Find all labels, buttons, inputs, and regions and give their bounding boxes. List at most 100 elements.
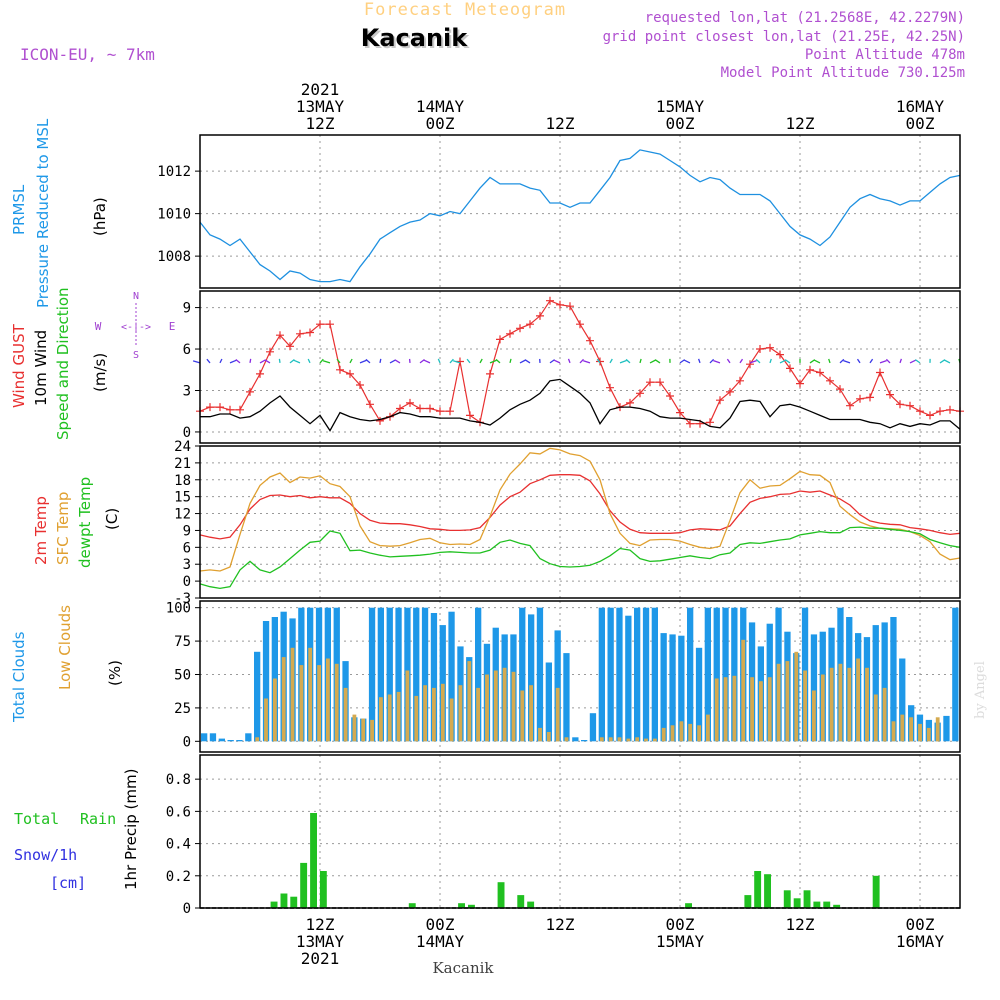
low-cloud-bar <box>361 718 366 742</box>
wind-direction-arrow <box>899 358 903 364</box>
low-cloud-bar <box>423 685 427 742</box>
percent-unit-label: (%) <box>106 660 124 686</box>
wind-direction-arrow <box>419 358 425 364</box>
tick-labels: 1008101010120369-30369121518212402550751… <box>157 80 944 968</box>
y-tick-label: 0 <box>183 901 191 917</box>
wind-direction-arrow <box>278 358 281 363</box>
low-cloud-bar <box>290 647 295 742</box>
y-tick-label: 0 <box>183 425 191 441</box>
gust-marker <box>306 328 314 337</box>
low-cloud-bar <box>608 737 613 742</box>
low-cloud-bar <box>458 685 463 742</box>
wind-direction-arrow <box>784 359 791 364</box>
compass-e: E <box>169 320 176 333</box>
gust-marker <box>796 379 804 388</box>
gust-marker <box>356 381 364 389</box>
location-title: Kacanik <box>361 24 469 52</box>
wind-direction-arrow <box>489 359 497 364</box>
gust-marker <box>336 365 344 374</box>
low-cloud-bar <box>264 698 268 742</box>
wind-direction-arrow <box>293 359 301 364</box>
gust-marker <box>646 378 654 387</box>
gust-marker <box>216 403 224 412</box>
total-cloud-bar <box>625 615 632 742</box>
low-cloud-bar <box>873 694 878 742</box>
y-tick-label: 0.8 <box>166 772 191 788</box>
wind-direction-arrow <box>726 358 731 364</box>
wind-line <box>200 378 961 432</box>
total-cloud-bar <box>731 607 738 742</box>
low-cloud-bar <box>511 671 516 742</box>
time-label-bottom: 15MAY <box>656 932 705 951</box>
gust-marker <box>626 398 634 407</box>
gust-marker <box>326 320 334 329</box>
gust-marker <box>636 389 644 398</box>
gust-marker <box>836 385 844 394</box>
low-cloud-bar <box>926 727 931 742</box>
celsius-unit-label: (C) <box>103 508 121 530</box>
gust-marker <box>906 401 914 410</box>
gust-marker <box>366 400 374 409</box>
wind-direction-arrow <box>625 358 631 364</box>
wind-direction-arrow <box>452 360 461 364</box>
wind-direction-arrow <box>259 359 266 364</box>
total-cloud-bar <box>421 607 429 742</box>
panel1-labels: PRMSL Pressure Reduced to MSL (hPa) <box>10 118 109 308</box>
low-cloud-bar <box>882 687 887 742</box>
precip-bar <box>468 904 475 908</box>
gust-marker <box>776 350 784 359</box>
low-cloud-bar <box>379 697 383 742</box>
low-cloud-bar <box>485 674 489 742</box>
wind-direction-arrow <box>709 358 715 364</box>
wind-direction-arrow <box>359 359 367 364</box>
total-cloud-bar <box>386 607 393 742</box>
low-cloud-bar <box>626 738 631 742</box>
y-tick-label: -3 <box>174 591 191 607</box>
total-cloud-bar <box>572 737 579 742</box>
gust-marker <box>876 368 884 377</box>
meteogram-title: Forecast Meteogram <box>364 0 566 20</box>
wind-direction-arrow <box>813 359 821 364</box>
wind-direction-arrow <box>289 358 295 364</box>
y-tick-label: 18 <box>174 473 191 489</box>
gust-marker <box>256 369 264 378</box>
legend-rain: Rain <box>80 810 116 828</box>
sfc-temp-line <box>199 447 961 572</box>
total-cloud-bar <box>201 733 208 742</box>
wind-direction-arrow <box>524 359 531 364</box>
total-cloud-bar <box>236 740 243 742</box>
total-cloud-bar <box>589 713 597 742</box>
gust-marker <box>446 407 454 416</box>
time-label-top: 00Z <box>666 114 695 133</box>
total-cloud-bar <box>254 651 261 742</box>
gust-marker <box>936 407 944 416</box>
gust-marker <box>266 347 274 356</box>
footer-location: Kacanik <box>432 959 494 977</box>
wind-direction-arrow <box>379 358 382 364</box>
precip-bar <box>754 871 762 908</box>
low-cloud-bar <box>599 737 604 742</box>
y-tick-label: 1012 <box>157 164 191 180</box>
total-cloud-bar <box>368 607 376 742</box>
precip-bar <box>744 895 752 908</box>
low-cloud-bar <box>308 647 313 742</box>
wind-direction-arrow <box>349 358 353 364</box>
gust-marker <box>376 416 384 425</box>
total-cloud-bar <box>695 647 703 742</box>
low-cloud-bar <box>317 665 321 742</box>
total-cloud-bar <box>377 607 384 742</box>
watermark: by Angel <box>973 661 988 719</box>
precip-bar <box>497 882 505 908</box>
gust-marker <box>866 393 874 402</box>
low-cloud-bar <box>661 727 666 742</box>
gust-marker <box>316 320 324 329</box>
low-cloud-bar <box>396 691 401 742</box>
gust-marker <box>916 407 924 416</box>
compass-s: S <box>133 350 139 361</box>
precip-bar <box>764 874 771 908</box>
time-label-bottom: 14MAY <box>416 932 465 951</box>
wind-direction-arrow <box>365 358 371 364</box>
total-cloud-bar <box>395 607 402 742</box>
low-cloud-bar <box>900 714 905 742</box>
total-cloud-bar <box>890 617 897 742</box>
